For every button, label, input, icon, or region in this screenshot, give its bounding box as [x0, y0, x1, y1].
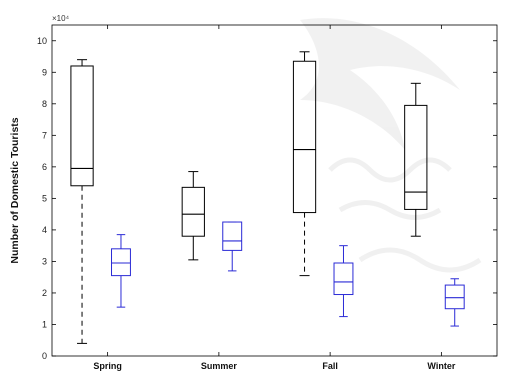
background-watermark [300, 18, 482, 273]
box-winter-2 [444, 278, 465, 327]
box-fall-1 [292, 51, 317, 277]
box-spring-1 [70, 59, 94, 344]
y-tick-label: 5 [42, 193, 47, 203]
iqr-box [111, 248, 131, 277]
y-tick-label: 4 [42, 225, 47, 235]
y-axis-label: Number of Domestic Tourists [9, 117, 21, 263]
y-tick-label: 3 [42, 256, 47, 266]
iqr-box [333, 262, 354, 296]
y-axis: 0 1 2 3 4 5 6 7 8 9 10 [37, 36, 497, 361]
x-category-label: Fall [322, 361, 338, 371]
box-winter-1 [404, 82, 428, 237]
iqr-box [70, 65, 94, 187]
iqr-box [292, 60, 317, 214]
x-category-label: Spring [93, 361, 122, 371]
box-summer-1 [181, 171, 205, 261]
box-fall-2 [333, 245, 354, 318]
box-spring-2 [111, 234, 131, 308]
x-axis: Spring Summer Fall Winter [93, 25, 456, 371]
iqr-box [404, 104, 428, 210]
iqr-box [222, 221, 243, 251]
y-tick-label: 8 [42, 99, 47, 109]
y-axis-multiplier: ×10⁴ [52, 14, 70, 23]
plot-area-frame [51, 24, 498, 357]
iqr-box [181, 186, 205, 237]
y-tick-label: 1 [42, 319, 47, 329]
y-tick-label: 9 [42, 67, 47, 77]
x-category-label: Winter [427, 361, 455, 371]
x-category-label: Summer [201, 361, 238, 371]
y-tick-label: 7 [42, 130, 47, 140]
y-tick-label: 6 [42, 162, 47, 172]
box-summer-2 [222, 221, 243, 272]
y-tick-label: 0 [42, 351, 47, 361]
iqr-box [444, 284, 465, 310]
y-tick-label: 10 [37, 36, 47, 46]
box-groups [70, 51, 465, 344]
y-tick-label: 2 [42, 288, 47, 298]
